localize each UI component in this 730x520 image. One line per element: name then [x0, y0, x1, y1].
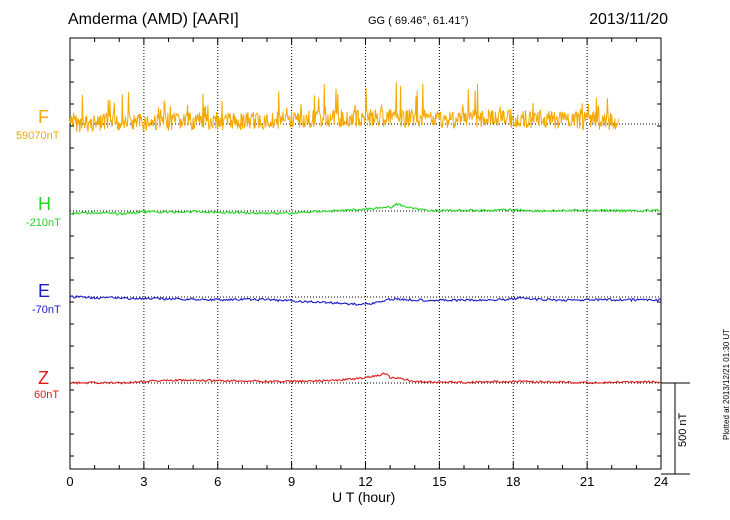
page-title: Amderma (AMD) [AARI]: [68, 11, 239, 28]
plot-date: 2013/11/20: [589, 11, 668, 28]
channel-label-z: Z: [38, 368, 49, 388]
baseline-label-e: -70nT: [32, 304, 61, 316]
x-tick-label: 18: [506, 474, 520, 489]
baseline-label-h: -210nT: [26, 217, 61, 229]
baseline-label-z: 60nT: [34, 389, 60, 401]
channel-label-e: E: [38, 281, 51, 301]
plotted-timestamp: Plotted at 2013/12/21 01:30 UT: [722, 328, 730, 440]
x-axis-label: U T (hour): [332, 489, 396, 505]
baseline-label-f: 59070nT: [16, 130, 60, 142]
scale-bar-label: 500 nT: [677, 412, 689, 447]
x-tick-label: 3: [140, 474, 147, 489]
series-line-e: [69, 295, 662, 306]
series-line-z: [69, 372, 662, 385]
x-tick-label: 9: [288, 474, 295, 489]
channel-label-h: H: [38, 194, 51, 214]
x-tick-label: 6: [214, 474, 221, 489]
x-tick-label: 0: [66, 474, 73, 489]
x-tick-label: 15: [432, 474, 446, 489]
x-tick-label: 24: [654, 474, 668, 489]
series-line-h: [69, 202, 662, 216]
station-coordinates: GG ( 69.46°, 61.41°): [368, 15, 469, 27]
channel-label-f: F: [38, 107, 49, 127]
series-line-f: [69, 82, 620, 133]
x-tick-label: 12: [358, 474, 372, 489]
x-tick-label: 21: [580, 474, 594, 489]
